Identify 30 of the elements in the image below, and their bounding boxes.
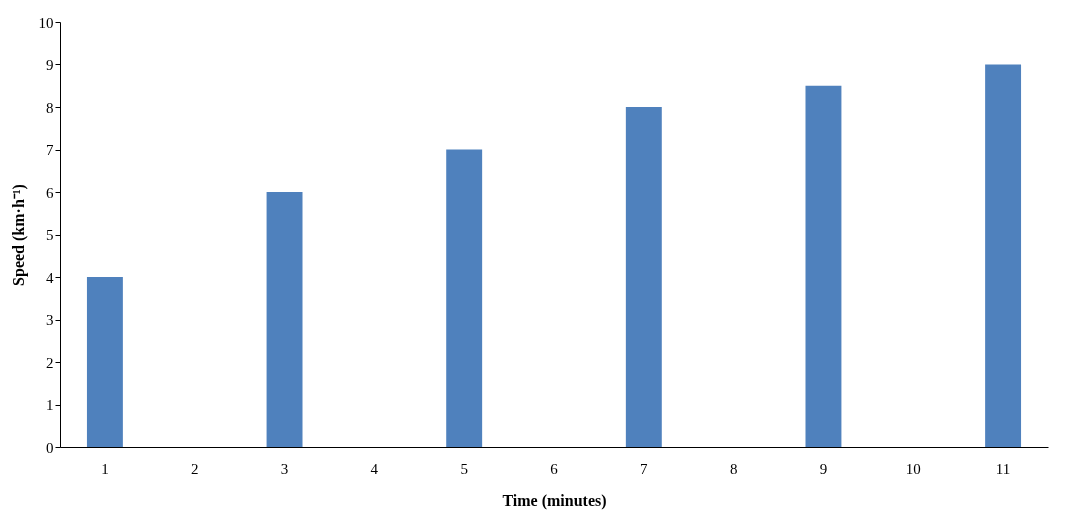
x-tick-label: 11 [995,460,1011,477]
y-tick-label: 8 [46,99,54,116]
y-axis-title: Speed (km·h⁻¹) [9,184,28,286]
x-axis-title: Time (minutes) [502,491,607,510]
x-tick-label: 4 [370,460,379,477]
x-tick-label: 7 [640,460,649,477]
y-tick-label: 7 [46,142,54,158]
y-tick-label: 5 [46,227,54,243]
y-tick-label: 3 [46,312,54,328]
y-tick-label: 0 [46,439,54,456]
bar [86,277,123,447]
bar [446,149,483,447]
x-tick-label: 6 [550,460,559,477]
x-tick-label: 8 [729,460,738,477]
x-tick-label: 10 [905,460,921,477]
y-tick-label: 1 [46,397,54,413]
y-tick-label: 2 [46,354,54,371]
y-tick-label: 4 [46,269,54,286]
bar [985,64,1022,447]
x-tick-label: 5 [460,460,468,477]
x-tick-label: 3 [280,460,289,477]
bar [805,85,842,447]
bar [625,107,662,447]
y-tick-label: 6 [46,184,54,201]
y-tick-label: 9 [46,57,54,73]
bar [266,192,303,447]
x-tick-label: 9 [819,460,828,477]
x-tick-label: 2 [190,460,199,477]
x-tick-label: 1 [101,460,109,477]
y-tick-label: 10 [38,14,54,31]
